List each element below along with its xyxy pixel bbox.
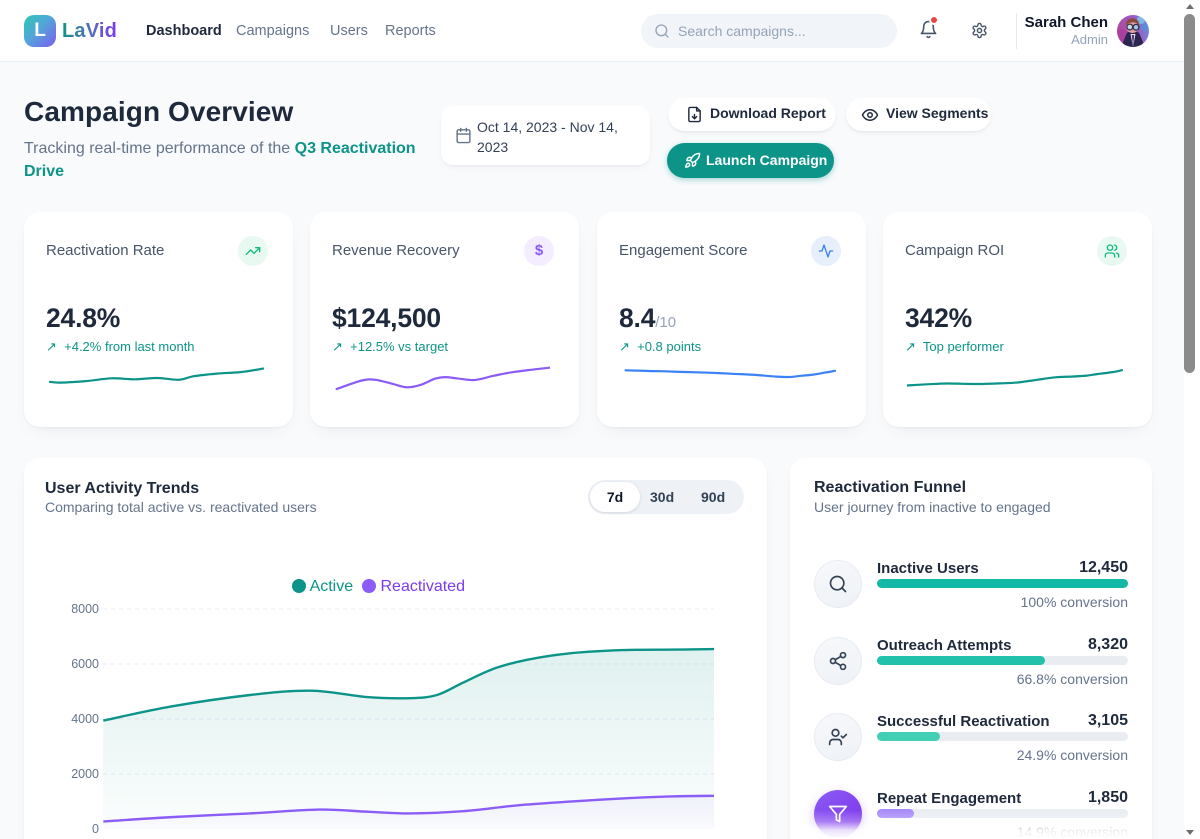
svg-text:2000: 2000 <box>71 767 99 781</box>
svg-text:0: 0 <box>92 822 99 836</box>
svg-text:4000: 4000 <box>71 712 99 726</box>
svg-text:6000: 6000 <box>71 657 99 671</box>
svg-text:8000: 8000 <box>71 602 99 616</box>
